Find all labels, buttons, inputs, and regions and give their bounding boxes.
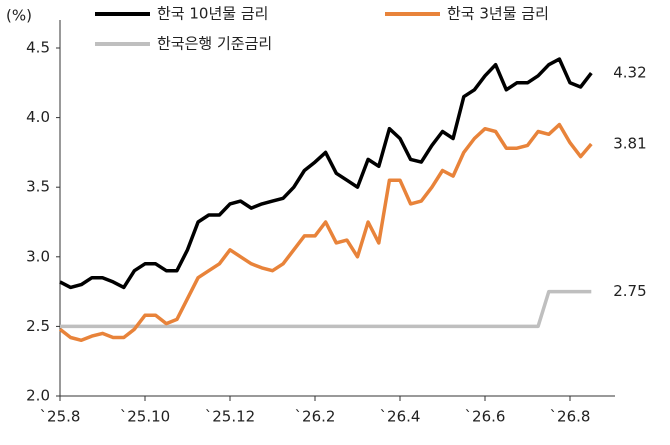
series-line (59, 57, 593, 290)
x-tick-label: `26.4 (380, 408, 421, 426)
y-tick-label: 2.5 (26, 317, 50, 335)
x-tick-label: `25.10 (120, 408, 170, 426)
series-line (60, 289, 592, 329)
x-tick-label: `25.12 (205, 408, 255, 426)
y-tick-label: 2.0 (26, 387, 50, 405)
end-label: 2.75 (613, 282, 646, 300)
legend-label: 한국 3년물 금리 (447, 5, 549, 23)
y-tick-label: 4.0 (26, 108, 50, 126)
y-tick-label: 3.5 (26, 178, 50, 196)
series-line (58, 122, 593, 343)
end-label: 3.81 (613, 135, 646, 153)
y-unit: (%) (6, 7, 32, 25)
legend-label: 한국은행 기준금리 (157, 35, 272, 53)
end-label: 4.32 (613, 64, 646, 82)
x-tick-label: `25.8 (40, 408, 81, 426)
x-tick-label: `26.6 (465, 408, 506, 426)
x-tick-label: `26.2 (295, 408, 336, 426)
y-tick-label: 4.5 (26, 39, 50, 57)
legend-label: 한국 10년물 금리 (157, 5, 268, 23)
y-tick-label: 3.0 (26, 247, 50, 265)
x-tick-label: `26.8 (550, 408, 591, 426)
